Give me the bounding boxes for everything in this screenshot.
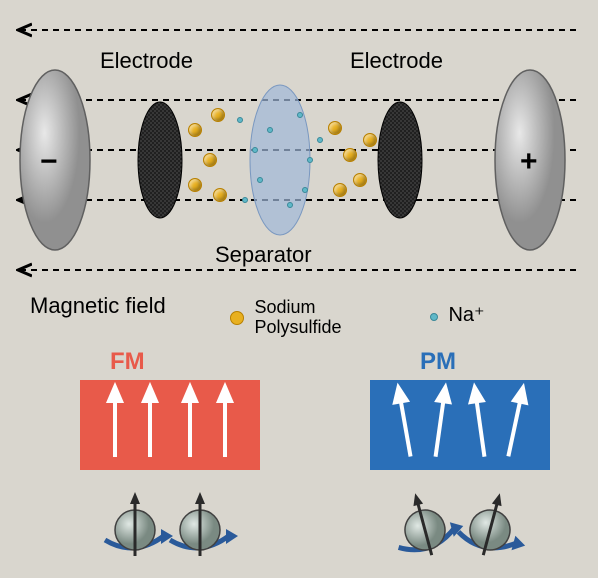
battery-schematic: − + Electrode Electrode Separator bbox=[0, 20, 598, 280]
sodium-polysulfide-particle bbox=[188, 123, 202, 137]
sodium-polysulfide-particle bbox=[343, 148, 357, 162]
legend-na-ion: Na⁺ bbox=[430, 302, 485, 327]
sodium-polysulfide-icon bbox=[230, 311, 244, 325]
sodium-polysulfide-particle bbox=[333, 183, 347, 197]
pm-block bbox=[370, 380, 550, 470]
na-ion-particle bbox=[297, 112, 303, 118]
na-ion-icon bbox=[430, 313, 438, 321]
sodium-polysulfide-particle bbox=[188, 178, 202, 192]
separator-label: Separator bbox=[215, 242, 312, 268]
electrode-right-disk bbox=[378, 102, 422, 218]
na-ion-particle bbox=[302, 187, 308, 193]
magnetic-field-label: Magnetic field bbox=[30, 293, 166, 319]
electrode-left-label: Electrode bbox=[100, 48, 193, 74]
na-ion-particle bbox=[242, 197, 248, 203]
sodium-polysulfide-particle bbox=[363, 133, 377, 147]
electrode-left-disk bbox=[138, 102, 182, 218]
na-ion-particle bbox=[252, 147, 258, 153]
na-ion-label: Na⁺ bbox=[448, 304, 484, 326]
sodium-polysulfide-particle bbox=[353, 173, 367, 187]
na-ion-particle bbox=[257, 177, 263, 183]
fm-spins bbox=[90, 485, 250, 575]
na-ion-particle bbox=[237, 117, 243, 123]
sodium-polysulfide-particle bbox=[203, 153, 217, 167]
sodium-polysulfide-particle bbox=[328, 121, 342, 135]
sodium-polysulfide-particle bbox=[211, 108, 225, 122]
fm-block bbox=[80, 380, 260, 470]
plus-sign: + bbox=[520, 145, 538, 179]
pm-label: PM bbox=[420, 348, 456, 376]
pm-arrows bbox=[370, 380, 550, 470]
sodium-polysulfide-particle bbox=[213, 188, 227, 202]
sodium-polysulfide-label-2: Polysulfide bbox=[254, 317, 341, 337]
pm-spins bbox=[380, 485, 540, 575]
na-ion-particle bbox=[307, 157, 313, 163]
separator-disk bbox=[250, 85, 310, 235]
sodium-polysulfide-label-1: Sodium bbox=[254, 297, 315, 317]
na-ion-particle bbox=[287, 202, 293, 208]
na-ion-particle bbox=[317, 137, 323, 143]
minus-sign: − bbox=[40, 145, 58, 179]
legend-sodium-polysulfide: Sodium Polysulfide bbox=[230, 298, 342, 338]
cell-components bbox=[0, 20, 598, 280]
electrode-right-label: Electrode bbox=[350, 48, 443, 74]
na-ion-particle bbox=[267, 127, 273, 133]
fm-arrows bbox=[80, 380, 260, 470]
fm-label: FM bbox=[110, 348, 145, 376]
